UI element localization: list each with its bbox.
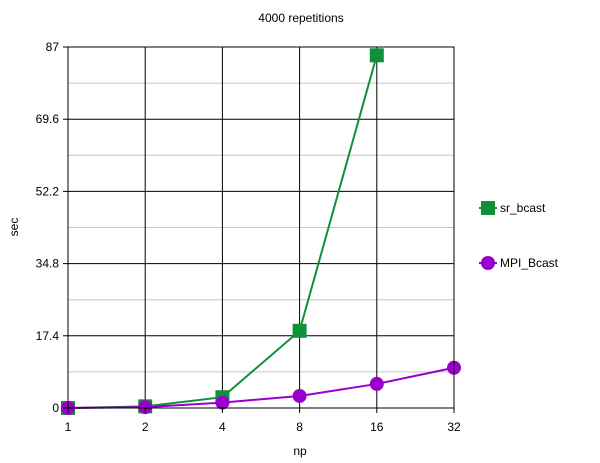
y-tick-label: 0 xyxy=(52,401,59,415)
y-tick-label: 17.4 xyxy=(36,329,60,343)
data-point xyxy=(369,48,384,63)
x-tick-label: 1 xyxy=(65,420,72,434)
x-tick-label: 16 xyxy=(370,420,384,434)
plot-frame xyxy=(67,46,455,409)
legend-label: MPI_Bcast xyxy=(500,256,559,270)
x-tick-label: 32 xyxy=(447,420,461,434)
y-tick-label: 34.8 xyxy=(36,257,60,271)
legend-label: sr_bcast xyxy=(500,201,546,215)
y-tick-label: 69.6 xyxy=(36,112,60,126)
data-point xyxy=(292,388,307,403)
y-tick-label: 52.2 xyxy=(36,184,60,198)
data-point xyxy=(138,400,153,415)
legend: sr_bcast MPI_Bcast xyxy=(479,201,559,270)
x-tick-label: 4 xyxy=(219,420,226,434)
legend-marker xyxy=(481,201,495,215)
data-point xyxy=(215,395,230,410)
x-tick-label: 8 xyxy=(296,420,303,434)
tick-labels: 0 17.4 34.8 52.2 69.6 87 1 2 4 8 16 32 xyxy=(36,40,461,434)
legend-item: sr_bcast xyxy=(479,201,546,215)
legend-marker xyxy=(481,256,495,270)
chart-title: 4000 repetitions xyxy=(258,11,343,25)
data-point xyxy=(292,323,307,338)
data-point xyxy=(369,376,384,391)
legend-item: MPI_Bcast xyxy=(479,256,559,270)
series-line xyxy=(67,366,455,409)
x-tick-label: 2 xyxy=(142,420,149,434)
y-axis-label: sec xyxy=(7,218,21,237)
axes xyxy=(63,46,455,413)
y-tick-label: 87 xyxy=(46,40,60,54)
x-axis-label: np xyxy=(293,444,307,458)
